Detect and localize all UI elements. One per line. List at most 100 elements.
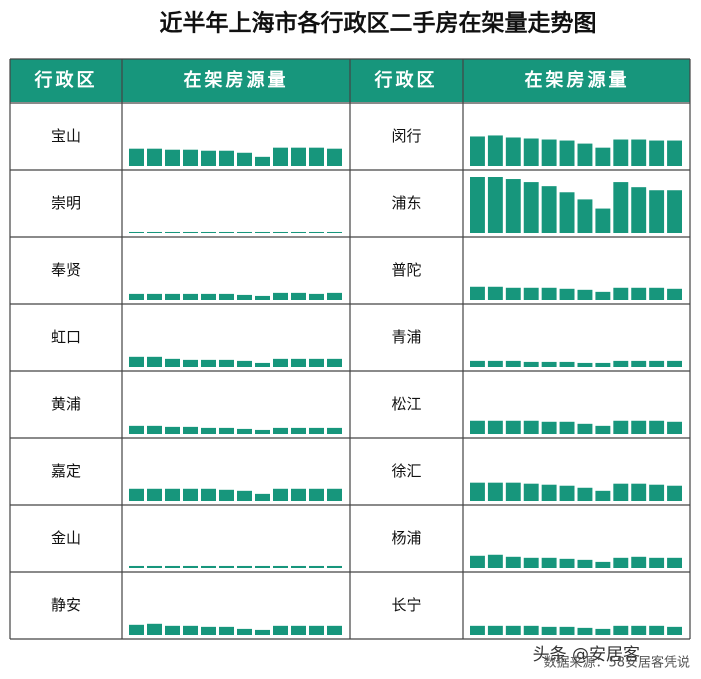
bar (165, 358, 180, 367)
bar (201, 293, 216, 300)
bar (523, 625, 539, 635)
bar (201, 231, 216, 233)
bar (559, 288, 575, 300)
bar (577, 487, 593, 501)
bar (487, 135, 503, 166)
header-cell: 在架房源量 (525, 69, 630, 91)
bar (631, 287, 647, 300)
bar (129, 293, 144, 300)
bar (183, 426, 198, 434)
bar (291, 565, 306, 568)
bar (470, 482, 485, 501)
bar (309, 625, 324, 635)
bar (255, 156, 270, 166)
bar (613, 182, 629, 233)
bar (201, 427, 216, 434)
bar (505, 556, 521, 568)
bar (505, 137, 521, 166)
bar (631, 139, 647, 166)
bar (237, 428, 252, 434)
bar (487, 360, 503, 367)
bar (183, 149, 198, 166)
bar (631, 556, 647, 568)
bar (470, 625, 485, 635)
bar (291, 358, 306, 367)
district-name: 青浦 (391, 328, 421, 346)
bar (559, 626, 575, 635)
bar (470, 136, 485, 166)
bar (577, 289, 593, 300)
bar (273, 147, 288, 166)
bar (201, 150, 216, 166)
bar (613, 287, 629, 300)
district-name: 金山 (51, 529, 81, 547)
bar (577, 627, 593, 635)
bar (327, 358, 342, 367)
bar (523, 361, 539, 367)
bar (183, 565, 198, 568)
bar (183, 231, 198, 233)
bar (631, 625, 647, 635)
bar (327, 625, 342, 635)
bar (541, 139, 557, 166)
bar (147, 488, 162, 501)
bar (273, 231, 288, 233)
header-cell: 行政区 (374, 69, 438, 91)
bar (327, 488, 342, 501)
bar (291, 488, 306, 501)
district-name: 崇明 (51, 194, 81, 212)
bar (165, 426, 180, 434)
bar (541, 361, 557, 367)
bar (541, 484, 557, 501)
bar (237, 231, 252, 233)
district-name: 浦东 (391, 194, 421, 212)
bar (273, 488, 288, 501)
bar (219, 359, 234, 367)
bar (309, 147, 324, 166)
source: 数据来源：58安居客凭说 (543, 655, 690, 671)
bar (613, 557, 629, 568)
bar (219, 427, 234, 434)
bar (470, 420, 485, 434)
bar (667, 288, 682, 300)
bar (291, 147, 306, 166)
bar (631, 483, 647, 501)
bar (129, 488, 144, 501)
bar (613, 625, 629, 635)
bar (559, 140, 575, 166)
district-name: 徐汇 (391, 462, 421, 480)
bar (327, 292, 342, 300)
bar (541, 287, 557, 300)
bar (613, 420, 629, 434)
bar (470, 360, 485, 367)
bar (595, 147, 611, 166)
district-name: 长宁 (391, 596, 421, 614)
bar (631, 420, 647, 434)
bar (327, 565, 342, 568)
bar (487, 286, 503, 300)
bar (649, 360, 665, 367)
bar (470, 286, 485, 300)
bar (667, 360, 682, 367)
bar (577, 559, 593, 568)
bar (327, 427, 342, 434)
bar (309, 565, 324, 568)
district-name: 松江 (391, 395, 421, 413)
bar (631, 187, 647, 233)
header-cell: 在架房源量 (184, 69, 289, 91)
bar (273, 292, 288, 300)
bar (541, 557, 557, 568)
bar (219, 150, 234, 166)
bar (237, 628, 252, 635)
bar (147, 293, 162, 300)
bar (309, 231, 324, 233)
bar (129, 231, 144, 233)
bar (291, 625, 306, 635)
bar (183, 488, 198, 501)
bar (147, 565, 162, 568)
bar (595, 291, 611, 300)
bar (165, 565, 180, 568)
bar (273, 565, 288, 568)
bar (523, 182, 539, 233)
bar (219, 626, 234, 635)
